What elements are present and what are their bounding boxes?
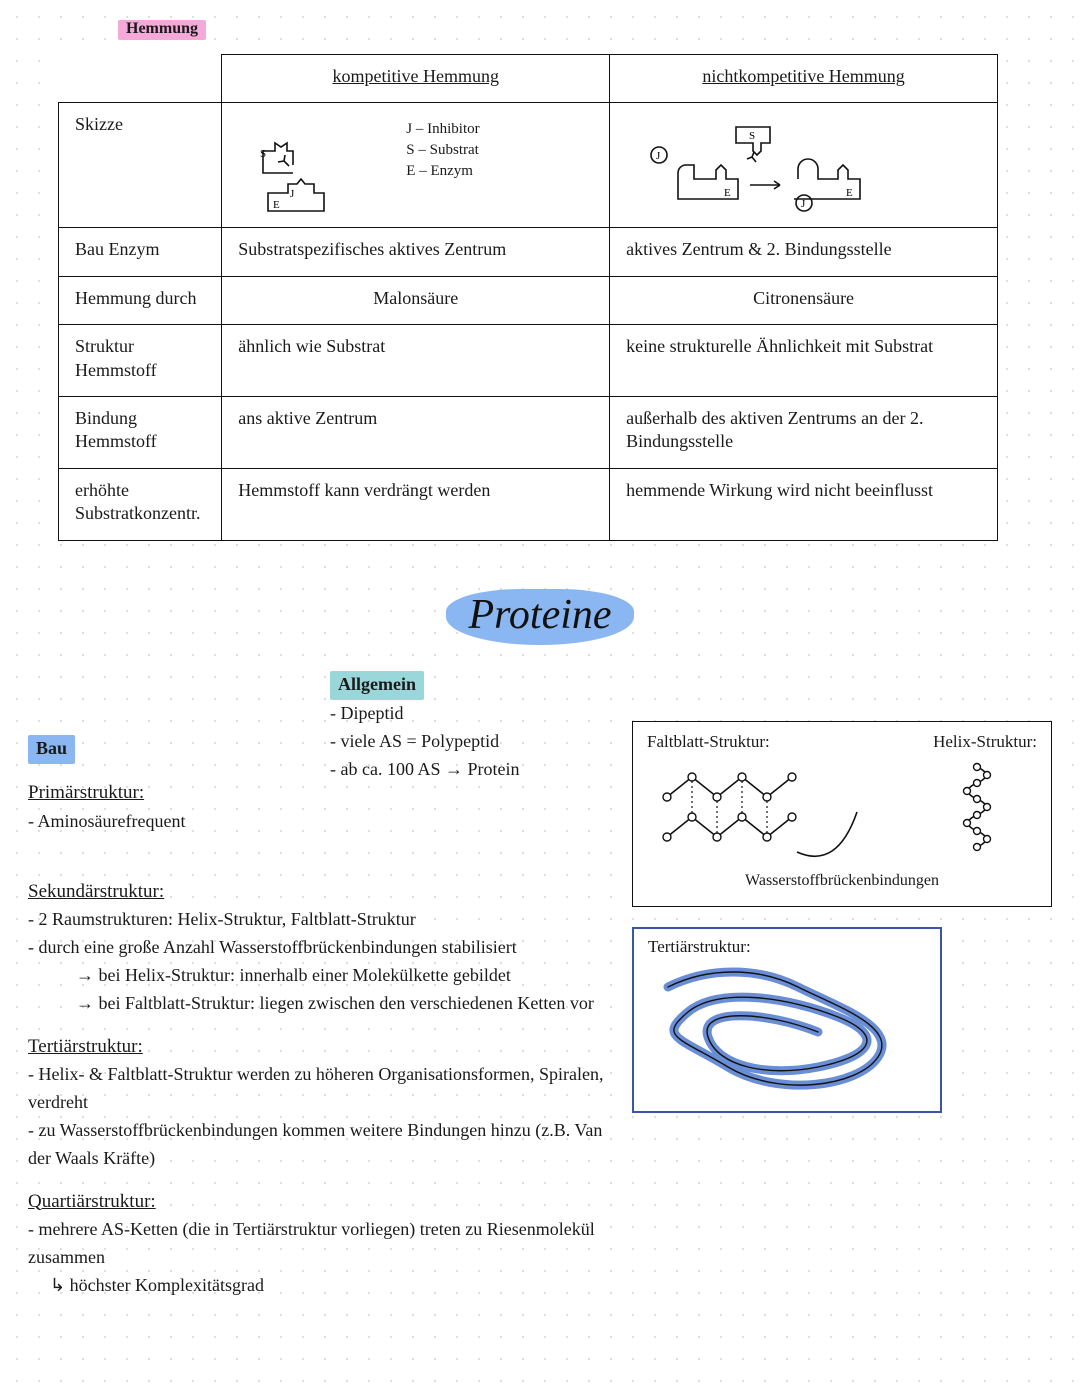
row-erh-label: erhöhte Substratkonzentr.: [59, 468, 222, 540]
box1-caption: Wasserstoffbrückenbindungen: [647, 872, 1037, 890]
h-primar: Primärstruktur:: [28, 778, 290, 807]
row-struct-label: Struktur Hemmstoff: [59, 325, 222, 397]
box2-diagram: [648, 957, 928, 1097]
svg-text:E: E: [846, 187, 853, 199]
prim-l1: - Aminosäurefrequent: [28, 808, 290, 836]
svg-text:S: S: [749, 130, 755, 142]
sek-l1: - 2 Raumstrukturen: Helix-Struktur, Falt…: [28, 906, 628, 934]
row-bau-label: Bau Enzym: [59, 228, 222, 276]
svg-text:J: J: [656, 150, 661, 162]
row-bau-c1: Substratspezifisches aktives Zentrum: [222, 228, 610, 276]
hemmung-table: kompetitive Hemmung nichtkompetitive Hem…: [58, 54, 998, 541]
qua-l1: - mehrere AS-Ketten (die in Tertiärstruk…: [28, 1216, 628, 1272]
sketch-noncompetitive: S J E J E: [626, 113, 886, 213]
row-durch-label: Hemmung durch: [59, 276, 222, 324]
row-struct-c2: keine strukturelle Ähnlichkeit mit Subst…: [610, 325, 998, 397]
title-proteine: Proteine: [446, 589, 633, 645]
allg-l1: - Dipeptid: [330, 700, 592, 728]
svg-text:S: S: [260, 148, 266, 160]
sketch-competitive: S J E: [238, 113, 388, 213]
row-bau-c2: aktives Zentrum & 2. Bindungsstelle: [610, 228, 998, 276]
svg-text:J: J: [801, 198, 806, 210]
ter-l2: - zu Wasserstoffbrückenbindungen kommen …: [28, 1117, 628, 1173]
tag-bau: Bau: [28, 735, 75, 765]
tag-hemmung: Hemmung: [118, 20, 206, 40]
row-skizze-label: Skizze: [59, 103, 222, 228]
legend-j: J – Inhibitor: [406, 119, 479, 140]
box1-diagram: ools: [647, 752, 1037, 872]
allg-l2: - viele AS = Polypeptid: [330, 728, 592, 756]
row-durch-c1: Malonsäure: [222, 276, 610, 324]
row-durch-c2: Citronensäure: [610, 276, 998, 324]
legend-s: S – Substrat: [406, 140, 479, 161]
h-sek: Sekundärstruktur:: [28, 877, 628, 906]
qua-l2: ↳ höchster Komplexitätsgrad: [50, 1272, 628, 1300]
row-bind-label: Bindung Hemmstoff: [59, 396, 222, 468]
col2-head: nichtkompetitive Hemmung: [702, 66, 904, 86]
svg-text:J: J: [290, 188, 295, 200]
legend-e: E – Enzym: [406, 161, 479, 182]
sek-l4: → bei Faltblatt-Struktur: liegen zwische…: [76, 990, 628, 1018]
row-erh-c1: Hemmstoff kann verdrängt werden: [222, 468, 610, 540]
row-bind-c1: ans aktive Zentrum: [222, 396, 610, 468]
box-tertiar: Tertiärstruktur:: [632, 927, 942, 1113]
allg-l3: - ab ca. 100 AS → Protein: [330, 756, 592, 784]
ter-l1: - Helix- & Faltblatt-Struktur werden zu …: [28, 1061, 628, 1117]
col1-head: kompetitive Hemmung: [332, 66, 498, 86]
sek-l3: → bei Helix-Struktur: innerhalb einer Mo…: [76, 962, 628, 990]
h-qua: Quartiärstruktur:: [28, 1187, 628, 1216]
box2-head: Tertiärstruktur:: [648, 937, 926, 957]
row-erh-c2: hemmende Wirkung wird nicht beeinflusst: [610, 468, 998, 540]
row-bind-c2: außerhalb des aktiven Zentrums an der 2.…: [610, 396, 998, 468]
box-faltblatt-helix: Faltblatt-Struktur: Helix-Struktur: ools: [632, 721, 1052, 907]
svg-text:E: E: [724, 187, 731, 199]
row-struct-c1: ähnlich wie Substrat: [222, 325, 610, 397]
tag-allgemein: Allgemein: [330, 671, 424, 701]
sek-l2: - durch eine große Anzahl Wasserstoffbrü…: [28, 934, 628, 962]
box1-helix: Helix-Struktur:: [933, 732, 1037, 752]
h-ter: Tertiärstruktur:: [28, 1032, 628, 1061]
svg-text:E: E: [273, 199, 280, 211]
box1-falt: Faltblatt-Struktur:: [647, 732, 770, 752]
